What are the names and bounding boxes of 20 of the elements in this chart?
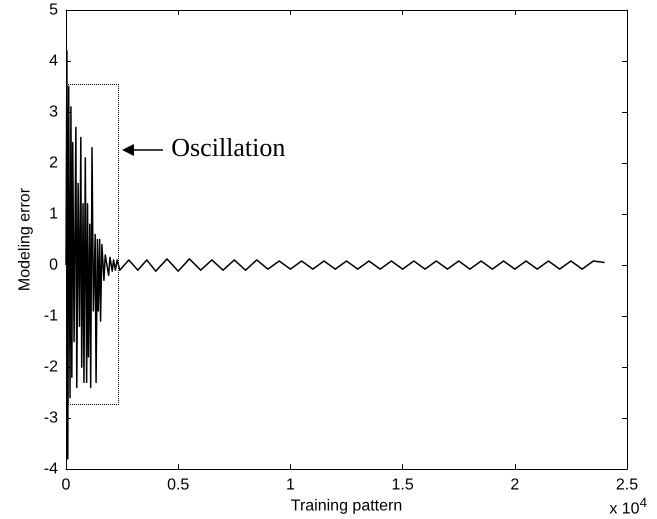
y-tick-label: -1 xyxy=(44,308,58,325)
y-tick-label: 0 xyxy=(49,256,58,274)
x-tick-label: 0 xyxy=(62,476,71,494)
y-axis-title: Modeling error xyxy=(16,187,34,292)
x-tick-label: 1.5 xyxy=(391,476,414,494)
text: x 10$^{4}$ xyxy=(609,495,647,518)
y-tick-label: -3 xyxy=(44,410,58,427)
x-tick-label: 1 xyxy=(286,476,295,494)
y-tick-label: 4 xyxy=(49,52,58,70)
y-tick-label: 2 xyxy=(49,154,58,172)
y-tick-label: -4 xyxy=(44,460,58,478)
annotation: Oscillation xyxy=(171,132,286,163)
y-tick-label: 3 xyxy=(49,104,58,121)
x-tick-label: 2 xyxy=(510,476,520,494)
y-tick-label: 1 xyxy=(49,206,58,223)
x-tick-label: 2.5 xyxy=(616,476,638,494)
y-tick-label: -2 xyxy=(44,358,58,376)
x-tick-label: 0.5 xyxy=(167,476,190,494)
x-axis-title: Training pattern xyxy=(290,498,402,514)
y-tick-label: 5 xyxy=(49,2,58,18)
